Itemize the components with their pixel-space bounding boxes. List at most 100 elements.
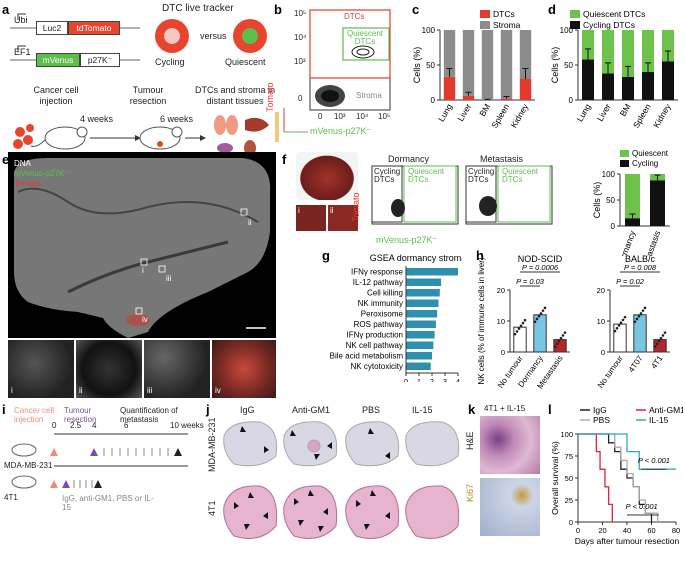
p-value-label: P = 0.03 [516, 277, 545, 286]
legend-label: Stroma [493, 20, 521, 30]
tracker-title: DTC live tracker [162, 3, 234, 14]
survival-curve [578, 433, 676, 470]
e-legend-venus: mVenus-p27K⁻ [14, 169, 69, 178]
j-col-antigm1: Anti-GM1 [292, 405, 331, 415]
y-tick-label: 100 [560, 430, 573, 439]
y-tick-label: 50 [564, 61, 573, 70]
bar [406, 341, 434, 349]
bar [406, 299, 439, 307]
legend-label: Quiescent DTCs [583, 9, 645, 19]
quiescent-label: Quiescent [225, 57, 266, 67]
e-inset-ii: ii [76, 340, 142, 398]
e-inset-iv: iv [212, 340, 276, 398]
e-inset-i: i [8, 340, 74, 398]
cancer-cells-icon [13, 124, 34, 149]
legend-label: PBS [593, 415, 610, 425]
bar [613, 323, 627, 353]
b-tick-x0: 0 [318, 112, 323, 121]
data-point [641, 309, 645, 312]
category-label: ROS pathway [354, 320, 403, 329]
bar-segment [625, 174, 640, 219]
x-tick-label: 4 [456, 377, 460, 382]
bar [406, 352, 432, 360]
b-tick-y1: 10⁴ [294, 33, 307, 42]
panel-b-label: b [274, 2, 282, 17]
x-tick-label: 0 [576, 526, 580, 535]
y-tick-label: 0 [431, 96, 436, 105]
cell-illustration [155, 19, 267, 53]
i-tick-2: 4 [92, 421, 97, 430]
flow-density [315, 45, 375, 107]
i-tick-4: 10 weeks [170, 421, 204, 430]
x-tick-label: Kidney [509, 101, 531, 129]
j-col-igg: IgG [240, 405, 255, 415]
data-point [613, 329, 617, 333]
y-tick-label: 20 [597, 286, 605, 295]
i-treatment: IgG, anti-GM1, PBS or IL-15 [62, 494, 154, 512]
y-tick-label: 0 [569, 96, 574, 105]
i-row-mda: MDA-MB-231 [4, 461, 53, 470]
bar [633, 314, 647, 353]
data-point [621, 318, 625, 322]
legend-swatch [570, 10, 580, 18]
data-point [535, 317, 539, 321]
x-tick-label: Lung [436, 102, 454, 124]
b-tick-y0: 10⁵ [294, 9, 307, 18]
f-cycling-2: Cycling DTCs [468, 167, 495, 184]
category-label: IFNγ response [351, 268, 404, 277]
e-roi-iii: iii [166, 274, 172, 283]
legend-swatch [620, 160, 629, 167]
chart-title: GSEA dormancy stroma [370, 253, 462, 263]
i-row-4t1: 4T1 [4, 493, 18, 502]
k-title: 4T1 + IL-15 [484, 404, 526, 413]
legend-swatch [570, 21, 580, 29]
e-roi-i: i [142, 266, 144, 275]
y-axis-label: Cells (%) [592, 182, 602, 219]
legend-swatch [480, 10, 490, 18]
x-tick-label: 60 [647, 526, 655, 535]
f-cycling-1: Cycling DTCs [374, 167, 401, 184]
category-label: NK cell pathway [346, 341, 403, 350]
y-tick-label: 100 [560, 26, 574, 35]
data-point [639, 312, 643, 315]
data-point [519, 324, 523, 328]
data-point [659, 336, 663, 340]
group-title: NOD-SCID [518, 254, 563, 264]
data-point [555, 342, 559, 346]
panel-a-label: a [2, 2, 10, 17]
b-xlabel: mVenus-p27K⁻ [310, 126, 372, 136]
data-point [657, 339, 661, 343]
bar-segment [625, 218, 640, 226]
f-metastasis-title: Metastasis [480, 154, 524, 164]
histology-j [223, 421, 460, 539]
category-label: NK immunity [358, 299, 403, 308]
data-point [643, 306, 647, 310]
e-inset-iii: iii [144, 340, 210, 398]
data-point [517, 327, 521, 330]
data-point [615, 326, 619, 330]
bar [406, 310, 438, 318]
data-point [633, 320, 637, 324]
bar-segment [500, 98, 513, 100]
b-tick-x2: 10⁴ [356, 112, 369, 121]
x-tick-label: 20 [598, 526, 606, 535]
data-point [515, 330, 519, 333]
b-quiescent-label: Quiescent DTCs [346, 29, 384, 46]
y-axis-label: NK cells (% of immune cells in liver) [477, 257, 486, 384]
bar-segment [642, 72, 654, 100]
legend-label: IgG [593, 405, 607, 415]
data-point [553, 345, 557, 348]
x-tick-label: 2 [430, 377, 434, 382]
p-value-label: P < 0.001 [638, 456, 670, 465]
flow-plots-f [371, 165, 553, 225]
category-label: IL-12 pathway [353, 278, 403, 287]
category-label: IFNγ production [347, 331, 403, 340]
group-title: BALB/c [625, 254, 656, 264]
luc2-box: Luc2 [36, 21, 68, 35]
ef1-label: EF1 [14, 47, 31, 57]
dtc-gate [309, 9, 391, 79]
versus-label: versus [200, 31, 227, 41]
